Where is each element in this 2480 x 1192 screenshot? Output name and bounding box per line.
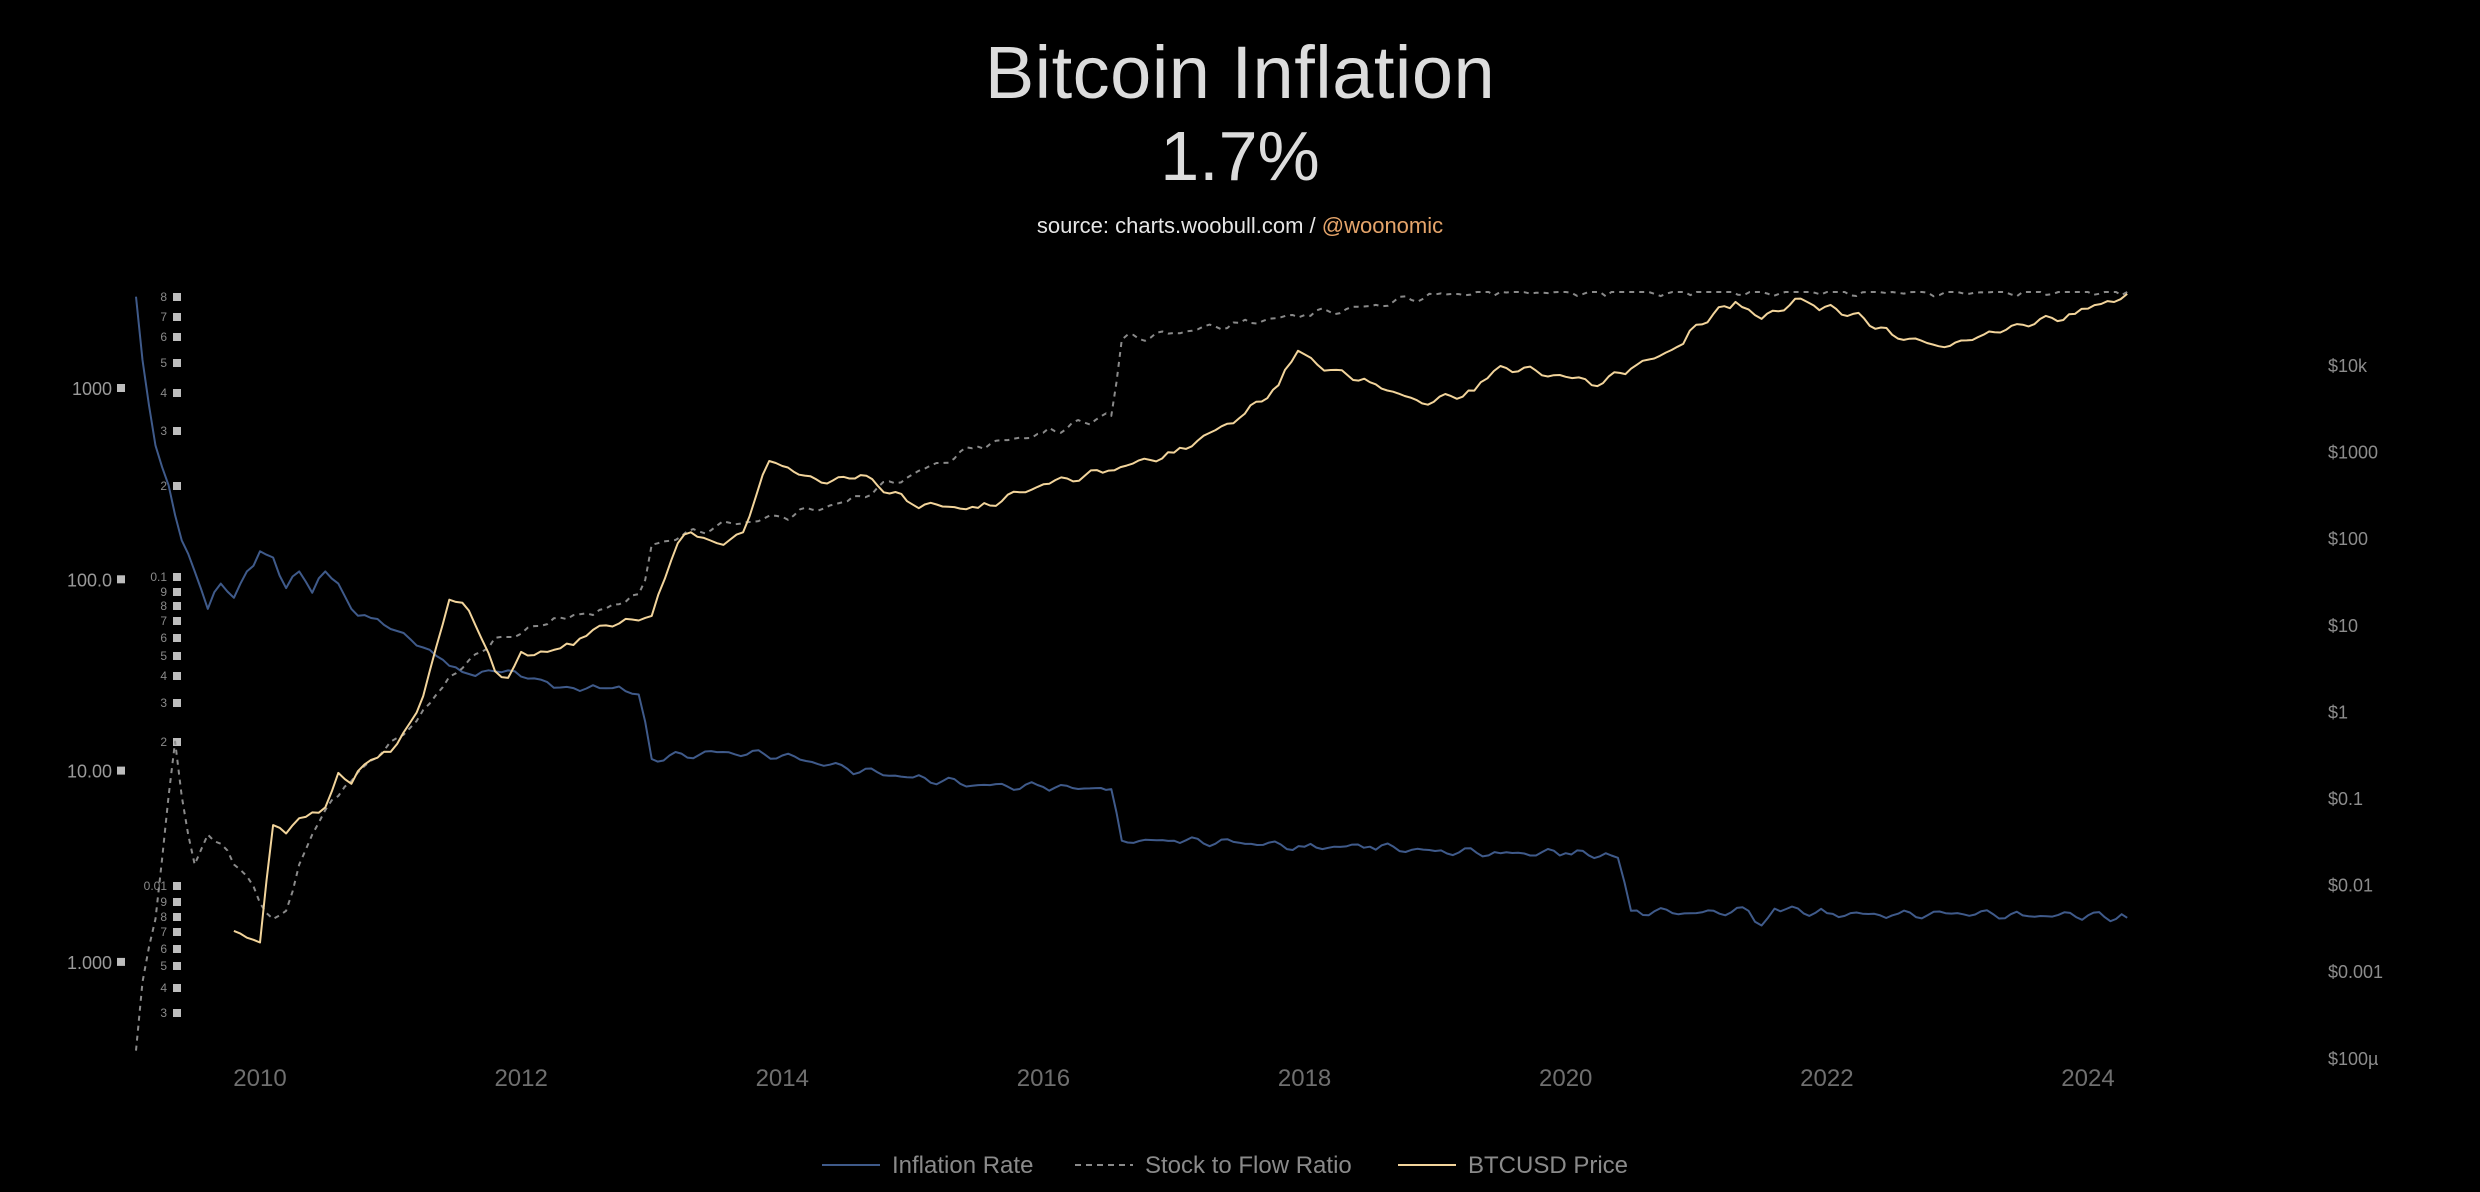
right-tick-label: $0.001	[2328, 962, 2383, 982]
left-minor-tick-label: 8	[160, 910, 167, 924]
left-minor-tick-mark	[173, 617, 181, 625]
left-minor-tick-mark	[173, 962, 181, 970]
left-minor-tick-label: 5	[160, 959, 167, 973]
left-minor-tick-mark	[173, 313, 181, 321]
left-minor-tick-label: 3	[160, 424, 167, 438]
legend-label[interactable]: Stock to Flow Ratio	[1145, 1152, 1352, 1179]
left-minor-tick-mark	[173, 672, 181, 680]
legend-label[interactable]: Inflation Rate	[892, 1152, 1033, 1179]
left-minor-tick-label: 2	[160, 479, 167, 493]
left-minor-tick-mark	[173, 333, 181, 341]
left-axis: 1000100.010.001.00087654320.1987654320.0…	[67, 290, 181, 1020]
left-minor-tick-label: 8	[160, 290, 167, 304]
left-minor-tick-label: 2	[160, 735, 167, 749]
x-tick-label: 2012	[494, 1065, 547, 1092]
left-minor-tick-mark	[173, 588, 181, 596]
left-minor-tick-label: 6	[160, 631, 167, 645]
x-tick-label: 2014	[756, 1065, 809, 1092]
right-tick-label: $10k	[2328, 356, 2368, 376]
left-minor-tick-label: 7	[160, 925, 167, 939]
right-tick-label: $1000	[2328, 443, 2378, 463]
x-axis: 2010 2012 2014 2016 2018 2020 2022 2024	[233, 1065, 2114, 1092]
left-minor-tick-label: 4	[160, 669, 167, 683]
left-minor-tick-mark	[173, 928, 181, 936]
left-minor-tick-mark	[173, 359, 181, 367]
series-line-inflation-rate	[135, 296, 2128, 927]
x-tick-label: 2022	[1800, 1065, 1853, 1092]
x-tick-label: 2016	[1017, 1065, 1070, 1092]
right-tick-label: $100µ	[2328, 1049, 2378, 1069]
right-tick-label: $100	[2328, 529, 2368, 549]
left-major-tick-label: 1.000	[67, 953, 112, 973]
left-minor-tick-label: 4	[160, 386, 167, 400]
left-minor-tick-mark	[173, 573, 181, 581]
left-major-tick-mark	[117, 384, 125, 392]
right-tick-label: $0.1	[2328, 789, 2363, 809]
left-minor-tick-mark	[173, 898, 181, 906]
left-minor-tick-mark	[173, 699, 181, 707]
chart-title: Bitcoin Inflation	[984, 31, 1496, 114]
left-major-tick-mark	[117, 766, 125, 775]
left-minor-tick-label: 4	[160, 981, 167, 995]
source-text: source: charts.woobull.com /	[1036, 213, 1316, 238]
right-axis: $10k $1000 $100 $10 $1 $0.1 $0.01 $0.001 $100µ	[2328, 356, 2383, 1069]
left-minor-tick-label: 0.1	[150, 570, 167, 584]
left-minor-tick-mark	[173, 945, 181, 953]
left-minor-tick-mark	[173, 738, 181, 746]
series-line-btcusd-price	[233, 293, 2128, 944]
left-minor-tick-label: 5	[160, 649, 167, 663]
right-tick-label: $10	[2328, 616, 2358, 636]
left-minor-tick-label: 5	[160, 356, 167, 370]
left-minor-tick-label: 7	[160, 310, 167, 324]
left-minor-tick-mark	[173, 602, 181, 610]
legend-label[interactable]: BTCUSD Price	[1468, 1152, 1628, 1179]
left-major-tick-mark	[117, 575, 125, 584]
left-major-tick-label: 1000	[72, 379, 112, 399]
series-group	[135, 291, 2128, 1051]
left-minor-tick-label: 3	[160, 696, 167, 710]
right-tick-label: $0.01	[2328, 876, 2373, 896]
x-tick-label: 2020	[1539, 1065, 1592, 1092]
left-major-tick-label: 10.00	[67, 762, 112, 782]
left-minor-tick-label: 7	[160, 614, 167, 628]
left-minor-tick-label: 9	[160, 895, 167, 909]
x-tick-label: 2018	[1278, 1065, 1331, 1092]
series-line-stock-to-flow-ratio	[135, 291, 2128, 1051]
left-minor-tick-label: 9	[160, 585, 167, 599]
left-minor-tick-mark	[173, 1009, 181, 1017]
inflation-value: 1.7%	[1160, 117, 1320, 195]
left-major-tick-label: 100.0	[67, 570, 112, 590]
left-minor-tick-mark	[173, 427, 181, 435]
left-minor-tick-label: 6	[160, 942, 167, 956]
left-major-tick-mark	[117, 957, 125, 966]
left-minor-tick-mark	[173, 482, 181, 490]
source-handle-link[interactable]: @woonomic	[1321, 213, 1444, 238]
x-tick-label: 2010	[233, 1065, 286, 1092]
left-minor-tick-label: 8	[160, 599, 167, 613]
right-tick-label: $1	[2328, 702, 2348, 722]
left-minor-tick-mark	[173, 984, 181, 992]
left-minor-tick-mark	[173, 652, 181, 660]
legend: Inflation Rate Stock to Flow Ratio BTCUSD …	[822, 1152, 1628, 1179]
left-minor-tick-label: 0.01	[144, 879, 168, 893]
left-minor-tick-mark	[173, 882, 181, 890]
left-minor-tick-label: 6	[160, 330, 167, 344]
left-minor-tick-mark	[173, 293, 181, 301]
left-minor-tick-label: 3	[160, 1006, 167, 1020]
left-minor-tick-mark	[173, 634, 181, 642]
source-line: source: charts.woobull.com / @woonomic	[0, 213, 2480, 239]
left-minor-tick-mark	[173, 913, 181, 921]
x-tick-label: 2024	[2061, 1065, 2114, 1092]
left-minor-tick-mark	[173, 389, 181, 397]
